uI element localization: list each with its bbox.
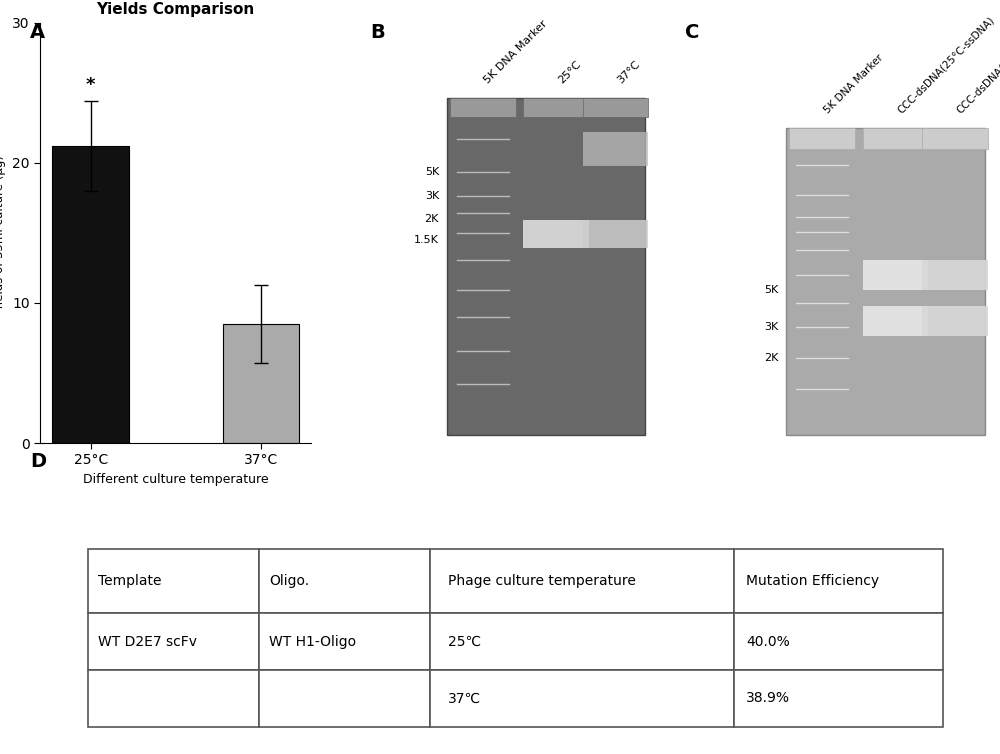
- Bar: [789, 127, 855, 149]
- Text: D: D: [30, 452, 46, 471]
- Text: 37°C: 37°C: [616, 60, 642, 86]
- Y-axis label: Yields of 35ml culture (μg): Yields of 35ml culture (μg): [0, 155, 6, 311]
- Text: 5K: 5K: [425, 167, 439, 177]
- Bar: [583, 98, 648, 117]
- Bar: [922, 305, 988, 336]
- Bar: [223, 324, 299, 443]
- Bar: [523, 219, 589, 248]
- Bar: [447, 98, 645, 434]
- X-axis label: Different culture temperature: Different culture temperature: [83, 473, 269, 486]
- Text: 5K DNA Marker: 5K DNA Marker: [483, 19, 550, 86]
- Text: 1.5K: 1.5K: [414, 234, 439, 244]
- Text: 25°C: 25°C: [556, 60, 583, 86]
- Bar: [922, 127, 988, 149]
- Bar: [583, 219, 648, 248]
- Text: *: *: [86, 76, 95, 94]
- Bar: [786, 127, 985, 434]
- Text: CCC-dsDNA(37°C-ssDNA): CCC-dsDNA(37°C-ssDNA): [955, 14, 1000, 115]
- Text: C: C: [685, 23, 699, 41]
- Text: 2K: 2K: [425, 214, 439, 225]
- Bar: [863, 127, 928, 149]
- Bar: [52, 146, 129, 443]
- Text: 5K DNA Marker: 5K DNA Marker: [822, 52, 885, 115]
- Text: 2K: 2K: [764, 353, 778, 363]
- Bar: [583, 132, 648, 166]
- Text: CCC-dsDNA(25°C-ssDNA): CCC-dsDNA(25°C-ssDNA): [895, 14, 996, 115]
- Text: B: B: [370, 23, 385, 41]
- Text: A: A: [30, 23, 45, 41]
- Title: Yields Comparison: Yields Comparison: [97, 2, 255, 17]
- Bar: [863, 259, 928, 290]
- Text: 3K: 3K: [425, 191, 439, 201]
- Bar: [922, 259, 988, 290]
- Text: 5K: 5K: [764, 286, 778, 296]
- Bar: [450, 98, 516, 117]
- Bar: [523, 98, 589, 117]
- Text: 3K: 3K: [764, 322, 778, 333]
- Bar: [863, 305, 928, 336]
